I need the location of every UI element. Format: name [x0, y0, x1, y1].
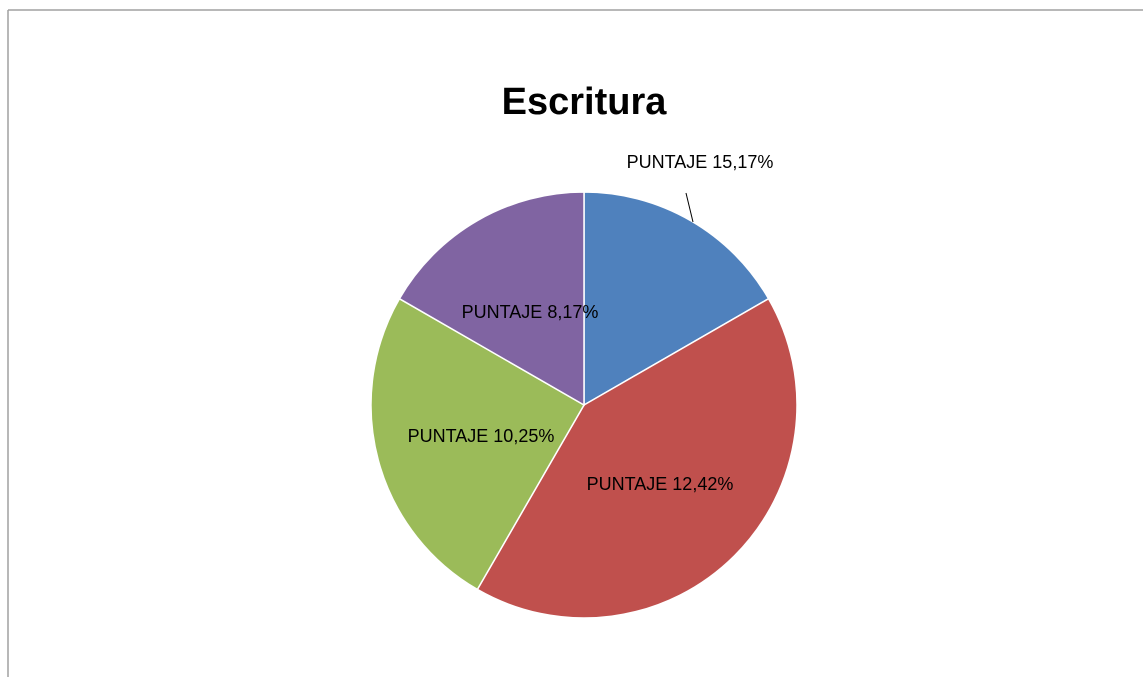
- data-label: PUNTAJE 8,17%: [462, 302, 599, 322]
- pie-slice: [370, 297, 586, 591]
- data-label: PUNTAJE 10,25%: [408, 426, 555, 446]
- leader-line: [685, 192, 694, 223]
- pie-slice: [476, 297, 798, 619]
- data-label: PUNTAJE 15,17%: [627, 152, 774, 172]
- chart-title: Escritura: [502, 81, 668, 123]
- pie-slice: [398, 191, 585, 407]
- pie-slice: [583, 191, 770, 407]
- data-label: PUNTAJE 12,42%: [587, 474, 734, 494]
